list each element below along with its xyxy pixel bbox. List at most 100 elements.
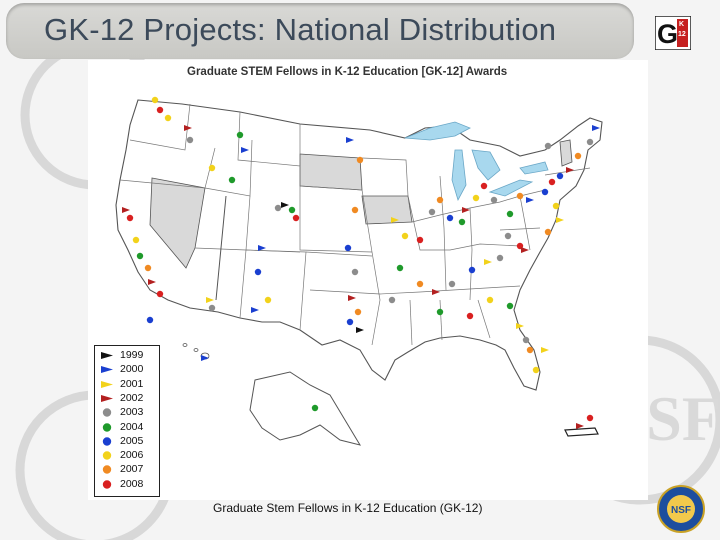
award-marker bbox=[548, 178, 556, 186]
award-marker bbox=[236, 131, 244, 139]
svg-text:12: 12 bbox=[678, 31, 686, 38]
award-marker bbox=[541, 347, 549, 353]
legend-item: 2001 bbox=[99, 378, 143, 390]
state-south-dakota bbox=[299, 153, 363, 191]
legend-label: 1999 bbox=[120, 349, 144, 361]
award-marker bbox=[354, 308, 362, 316]
legend-item: 1999 bbox=[99, 350, 143, 361]
award-marker bbox=[522, 336, 530, 344]
svg-text:G: G bbox=[657, 19, 678, 49]
award-marker bbox=[208, 304, 216, 312]
svg-text:NSF: NSF bbox=[671, 505, 691, 516]
award-marker bbox=[484, 259, 492, 265]
award-marker bbox=[206, 297, 214, 303]
award-marker bbox=[516, 192, 524, 200]
award-marker bbox=[356, 156, 364, 164]
award-marker bbox=[356, 327, 364, 333]
award-marker bbox=[544, 142, 552, 150]
award-marker bbox=[228, 176, 236, 184]
award-marker bbox=[468, 266, 476, 274]
dot-marker-icon bbox=[102, 451, 112, 460]
legend: 1999 2000 2001 2002 2003 2004 2005 2006 2007 2008 bbox=[94, 345, 160, 497]
award-marker bbox=[532, 366, 540, 374]
lake-michigan bbox=[451, 149, 467, 202]
award-marker bbox=[462, 207, 470, 213]
legend-label: 2005 bbox=[120, 434, 144, 447]
slide-title: GK-12 Projects: National Distribution bbox=[44, 12, 557, 47]
award-marker bbox=[346, 318, 354, 326]
award-marker bbox=[446, 214, 454, 222]
us-outline bbox=[115, 99, 603, 391]
award-marker bbox=[490, 196, 498, 204]
award-marker bbox=[351, 206, 359, 214]
award-marker bbox=[526, 197, 534, 203]
award-marker bbox=[288, 206, 296, 214]
flag-marker-icon bbox=[101, 352, 113, 359]
alaska bbox=[249, 371, 362, 446]
lake-superior bbox=[404, 121, 471, 141]
lake-ontario bbox=[519, 161, 549, 175]
award-marker bbox=[416, 236, 424, 244]
award-marker bbox=[388, 296, 396, 304]
legend-label: 2007 bbox=[120, 463, 144, 476]
award-marker bbox=[201, 355, 209, 361]
award-marker bbox=[556, 217, 564, 223]
legend-label: 2004 bbox=[120, 420, 144, 433]
award-marker bbox=[136, 252, 144, 260]
award-marker bbox=[144, 264, 152, 272]
award-marker bbox=[254, 268, 262, 276]
legend-item: 2000 bbox=[99, 364, 143, 375]
award-marker bbox=[126, 214, 134, 222]
lake-erie bbox=[488, 179, 534, 197]
award-marker bbox=[274, 204, 282, 212]
flag-marker-icon bbox=[101, 380, 113, 388]
flag-marker-icon bbox=[101, 394, 113, 402]
award-marker bbox=[401, 232, 409, 240]
dot-marker-icon bbox=[102, 479, 112, 489]
award-marker bbox=[344, 244, 352, 252]
award-marker bbox=[186, 136, 194, 144]
legend-label: 2006 bbox=[120, 449, 144, 462]
legend-label: 2003 bbox=[120, 406, 144, 419]
state-iowa bbox=[361, 195, 413, 225]
award-marker bbox=[264, 296, 272, 304]
award-marker bbox=[148, 279, 156, 285]
award-marker bbox=[258, 245, 266, 251]
award-marker bbox=[458, 218, 466, 226]
award-marker bbox=[496, 254, 504, 262]
award-marker bbox=[251, 307, 259, 313]
award-marker bbox=[432, 289, 440, 295]
award-marker bbox=[156, 106, 164, 114]
award-marker bbox=[292, 214, 300, 222]
award-marker bbox=[486, 296, 494, 304]
award-marker bbox=[122, 207, 130, 213]
award-marker bbox=[391, 217, 399, 223]
award-marker bbox=[566, 167, 574, 173]
award-marker bbox=[132, 236, 140, 244]
dot-marker-icon bbox=[102, 437, 112, 446]
award-marker bbox=[416, 280, 424, 288]
award-marker bbox=[586, 414, 594, 422]
award-marker bbox=[346, 137, 354, 143]
legend-item: 2002 bbox=[99, 392, 143, 404]
award-marker bbox=[436, 308, 444, 316]
award-marker bbox=[541, 188, 549, 196]
legend-item: 2005 bbox=[99, 434, 144, 447]
lake-huron bbox=[471, 149, 501, 181]
award-marker bbox=[526, 346, 534, 354]
flag-marker-icon bbox=[101, 366, 113, 374]
award-marker bbox=[544, 228, 552, 236]
award-marker bbox=[466, 312, 474, 320]
title-bar: GK-12 Projects: National Distribution bbox=[6, 3, 634, 59]
legend-item: 2007 bbox=[99, 464, 143, 475]
award-marker bbox=[552, 202, 560, 210]
award-marker bbox=[521, 247, 529, 253]
slide-caption: Graduate Stem Fellows in K-12 Education … bbox=[213, 501, 483, 515]
award-marker bbox=[146, 316, 154, 324]
award-marker bbox=[281, 202, 289, 208]
gk12-logo-icon: G K 12 bbox=[655, 16, 691, 50]
dot-marker-icon bbox=[102, 465, 112, 475]
legend-item: 2004 bbox=[99, 420, 144, 433]
award-marker bbox=[436, 196, 444, 204]
